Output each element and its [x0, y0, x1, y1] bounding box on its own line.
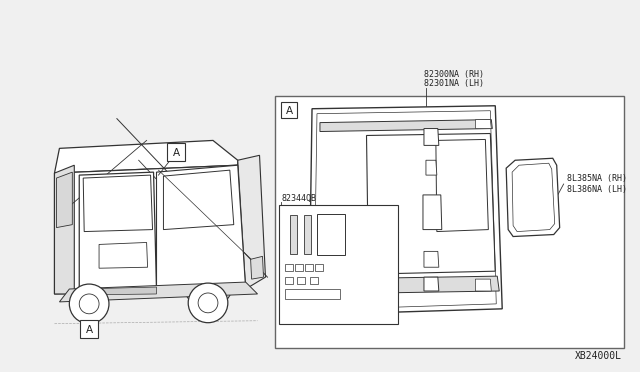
Text: 82300NA (RH): 82300NA (RH): [424, 70, 484, 78]
Polygon shape: [476, 279, 492, 291]
Polygon shape: [54, 141, 237, 173]
Bar: [285, 277, 293, 284]
Text: 8L386NA (LH): 8L386NA (LH): [566, 186, 627, 195]
Text: 82344QB: 82344QB: [282, 195, 316, 203]
Polygon shape: [424, 251, 439, 267]
Polygon shape: [320, 120, 492, 132]
Text: 8L385NA (RH): 8L385NA (RH): [566, 174, 627, 183]
Polygon shape: [54, 165, 74, 294]
Polygon shape: [79, 172, 157, 292]
Polygon shape: [506, 158, 559, 237]
FancyBboxPatch shape: [80, 320, 98, 337]
Polygon shape: [60, 282, 257, 302]
FancyBboxPatch shape: [168, 143, 185, 161]
Polygon shape: [424, 129, 439, 145]
Polygon shape: [423, 195, 442, 230]
Bar: [315, 264, 323, 271]
Bar: [295, 264, 303, 271]
Polygon shape: [426, 160, 437, 175]
Polygon shape: [319, 276, 499, 294]
Polygon shape: [251, 256, 264, 279]
Bar: [290, 215, 297, 254]
Text: XB24000L: XB24000L: [575, 352, 622, 361]
Polygon shape: [476, 120, 492, 129]
Bar: [297, 277, 305, 284]
Polygon shape: [424, 277, 439, 291]
Polygon shape: [309, 106, 502, 315]
Bar: [285, 289, 340, 299]
Bar: [304, 215, 311, 254]
Text: 82301NA (LH): 82301NA (LH): [424, 80, 484, 89]
Circle shape: [69, 284, 109, 324]
Bar: [305, 264, 313, 271]
Circle shape: [188, 283, 228, 323]
Polygon shape: [157, 165, 246, 289]
Bar: [310, 277, 318, 284]
Text: A: A: [285, 106, 293, 116]
FancyBboxPatch shape: [282, 102, 297, 118]
Bar: [285, 264, 293, 271]
Bar: [317, 214, 345, 255]
Polygon shape: [54, 165, 246, 294]
Polygon shape: [56, 172, 72, 228]
Polygon shape: [237, 155, 266, 289]
Polygon shape: [79, 287, 157, 295]
Text: A: A: [173, 148, 180, 158]
Bar: [279, 205, 398, 324]
Text: A: A: [86, 325, 93, 335]
Bar: [275, 96, 624, 349]
